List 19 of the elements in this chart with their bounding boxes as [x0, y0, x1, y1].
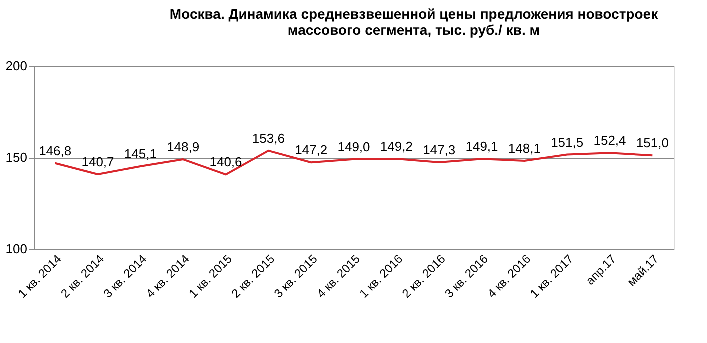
data-label: 151,0 — [636, 136, 669, 151]
data-label: 140,6 — [210, 154, 242, 170]
data-label: 151,5 — [551, 134, 584, 150]
y-tick-label: 150 — [6, 150, 28, 165]
data-label: 148,9 — [167, 140, 200, 155]
data-label: 149,0 — [338, 139, 370, 154]
data-label: 152,4 — [594, 133, 626, 148]
data-label: 149,2 — [380, 138, 413, 154]
data-label: 145,1 — [124, 146, 157, 162]
y-tick-label: 100 — [6, 242, 28, 256]
chart-title: Москва. Динамика средневзвешенной цены предложения новостроек массового сегмента, тыс. руб./ кв. м — [170, 6, 660, 38]
data-label: 147,2 — [295, 142, 328, 158]
data-label: 140,7 — [82, 154, 114, 170]
data-label: 146,8 — [39, 143, 72, 158]
data-label: 153,6 — [252, 130, 285, 146]
y-tick-label: 200 — [6, 58, 28, 74]
data-label: 149,1 — [466, 139, 498, 154]
data-label: 148,1 — [508, 140, 541, 156]
data-label: 147,3 — [423, 142, 456, 158]
